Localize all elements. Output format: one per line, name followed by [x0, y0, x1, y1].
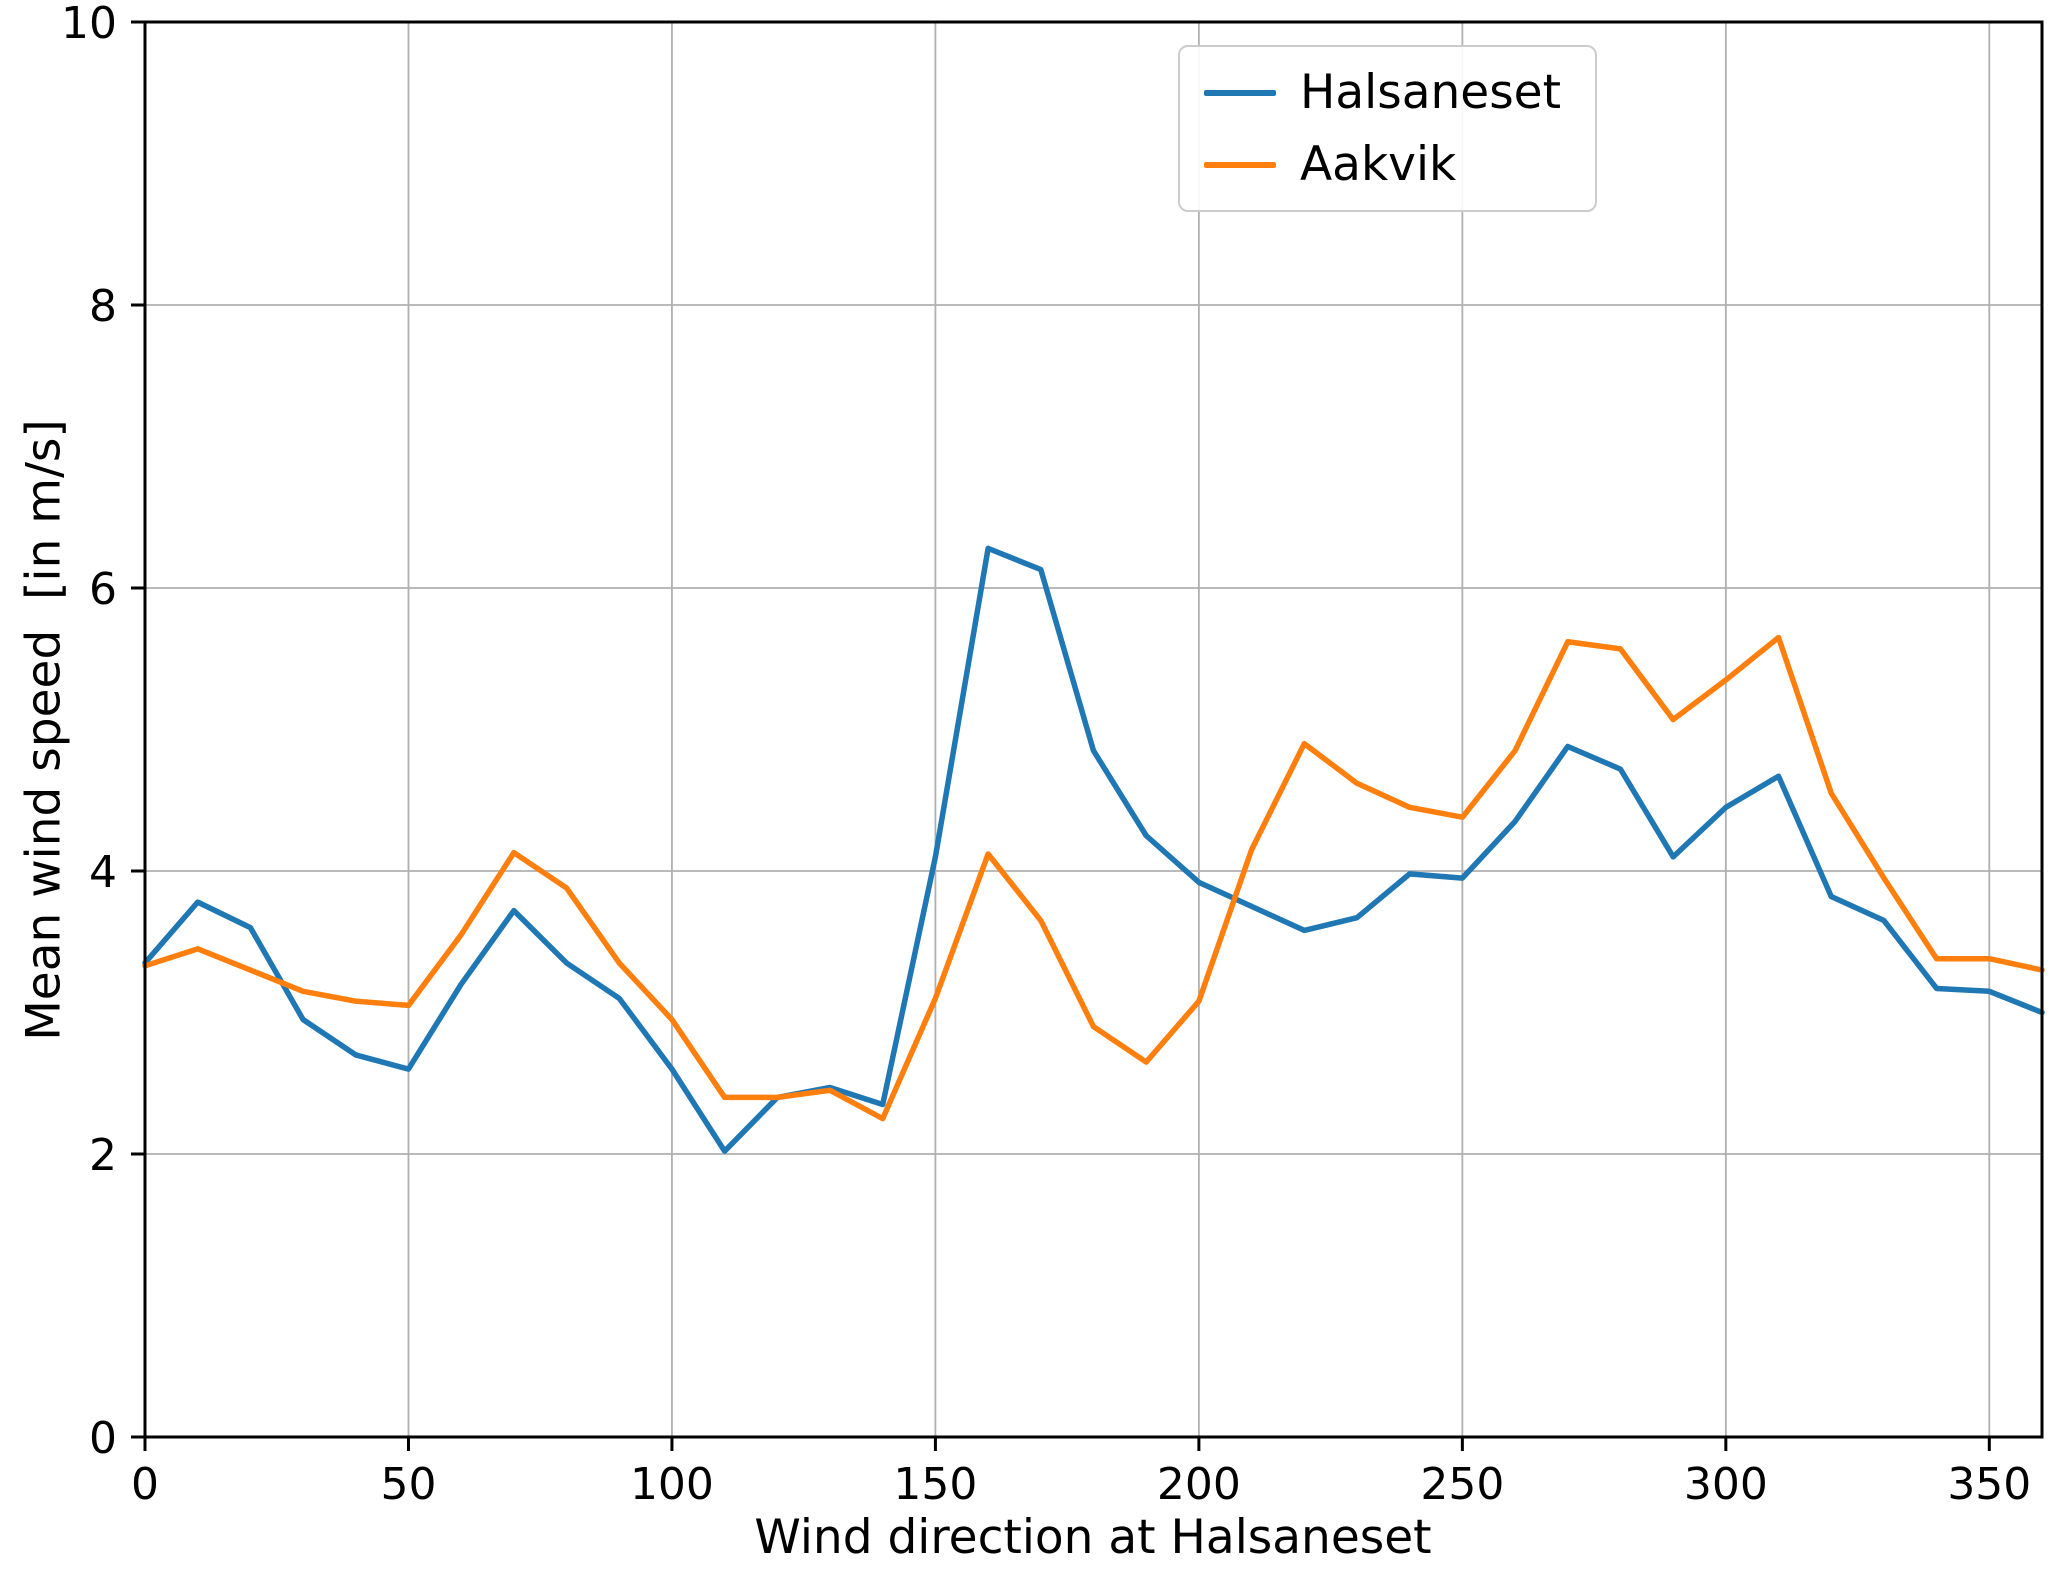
legend-entry-halsaneset: Halsaneset: [1204, 67, 1561, 119]
y-tick-label: 6: [89, 564, 117, 615]
y-tick-label: 0: [89, 1413, 117, 1464]
legend: Halsaneset Aakvik: [1178, 45, 1598, 213]
x-tick-label: 350: [1947, 1459, 2031, 1510]
series-line-halsaneset: [142, 545, 2045, 1154]
x-tick-label: 50: [380, 1459, 436, 1510]
x-tick-label: 150: [893, 1459, 977, 1510]
x-tick-label: 300: [1684, 1459, 1768, 1510]
legend-label-aakvik: Aakvik: [1300, 136, 1457, 192]
axes-frame: [143, 20, 2044, 1439]
y-tick-label: 4: [89, 847, 117, 898]
series-line-aakvik: [142, 634, 2045, 1122]
legend-line-swatch-aakvik: [1204, 161, 1276, 168]
x-axis-label: Wind direction at Halsaneset: [754, 1510, 1432, 1565]
x-tick-label: 100: [630, 1459, 714, 1510]
legend-entry-aakvik: Aakvik: [1204, 136, 1561, 192]
y-axis-label: Mean wind speed [in m/s]: [16, 419, 72, 1041]
axes-background: [145, 22, 2042, 1437]
legend-label-halsaneset: Halsaneset: [1300, 65, 1562, 120]
y-tick-label: 2: [89, 1130, 117, 1181]
y-tick-label: 10: [61, 0, 117, 49]
legend-line-swatch-halsaneset: [1204, 89, 1276, 96]
x-tick-label: 200: [1157, 1459, 1241, 1510]
x-tick-label: 250: [1420, 1459, 1504, 1510]
y-tick-label: 8: [89, 281, 117, 332]
x-tick-label: 0: [131, 1459, 159, 1510]
